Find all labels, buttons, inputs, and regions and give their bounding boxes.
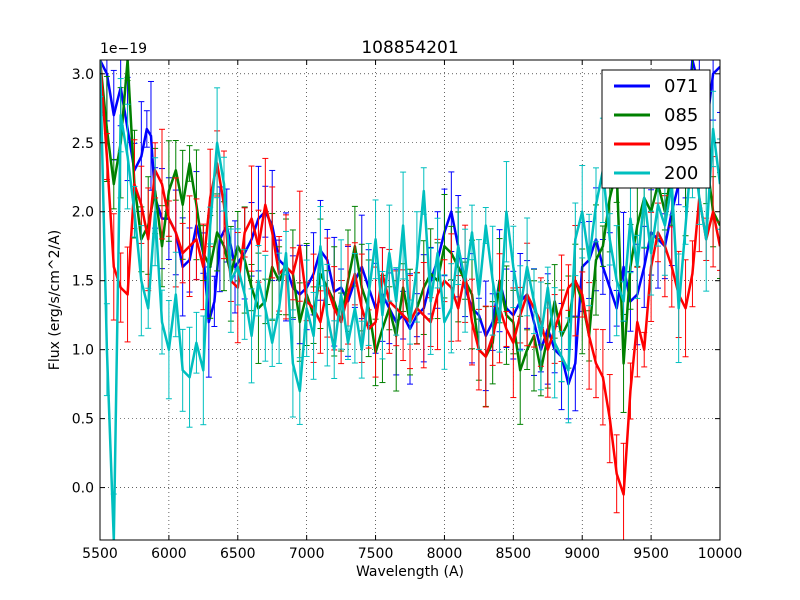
y-tick-label: 2.0 [72, 205, 94, 221]
x-tick-label: 5500 [82, 546, 118, 562]
x-tick-label: 9000 [564, 546, 600, 562]
legend: 071 085 095 200 [601, 69, 711, 189]
series-line [100, 60, 720, 540]
x-tick-label: 7500 [358, 546, 394, 562]
y-offset-text: 1e−19 [100, 41, 147, 57]
y-tick-label: 0.0 [72, 481, 94, 497]
y-tick-label: 1.0 [72, 343, 94, 359]
legend-label-085: 085 [664, 105, 698, 126]
x-tick-label: 9500 [633, 546, 669, 562]
x-tick-label: 10000 [698, 546, 743, 562]
chart-title: 108854201 [361, 38, 458, 58]
y-tick-label: 2.5 [72, 136, 94, 152]
y-tick-label: 3.0 [72, 67, 94, 83]
legend-box [601, 69, 711, 189]
x-tick-label: 6500 [220, 546, 256, 562]
x-tick-label: 8500 [496, 546, 532, 562]
x-tick-label: 6000 [151, 546, 187, 562]
y-tick-label: 1.5 [72, 274, 94, 290]
x-tick-label: 7000 [289, 546, 325, 562]
legend-label-095: 095 [664, 134, 698, 155]
x-axis-label: Wavelength (A) [356, 564, 464, 580]
axis-ticks: 5500 6000 6500 7000 7500 8000 8500 9000 9500 1000… [72, 60, 743, 562]
plot-frame [99, 59, 721, 541]
series-line [100, 60, 720, 386]
x-tick-label: 8000 [427, 546, 463, 562]
legend-label-200: 200 [664, 163, 698, 184]
series-200 [100, 60, 720, 540]
y-axis-label: Flux (erg/s/cm^2/A) [47, 230, 63, 370]
legend-label-071: 071 [664, 76, 698, 97]
y-tick-label: 0.5 [72, 412, 94, 428]
